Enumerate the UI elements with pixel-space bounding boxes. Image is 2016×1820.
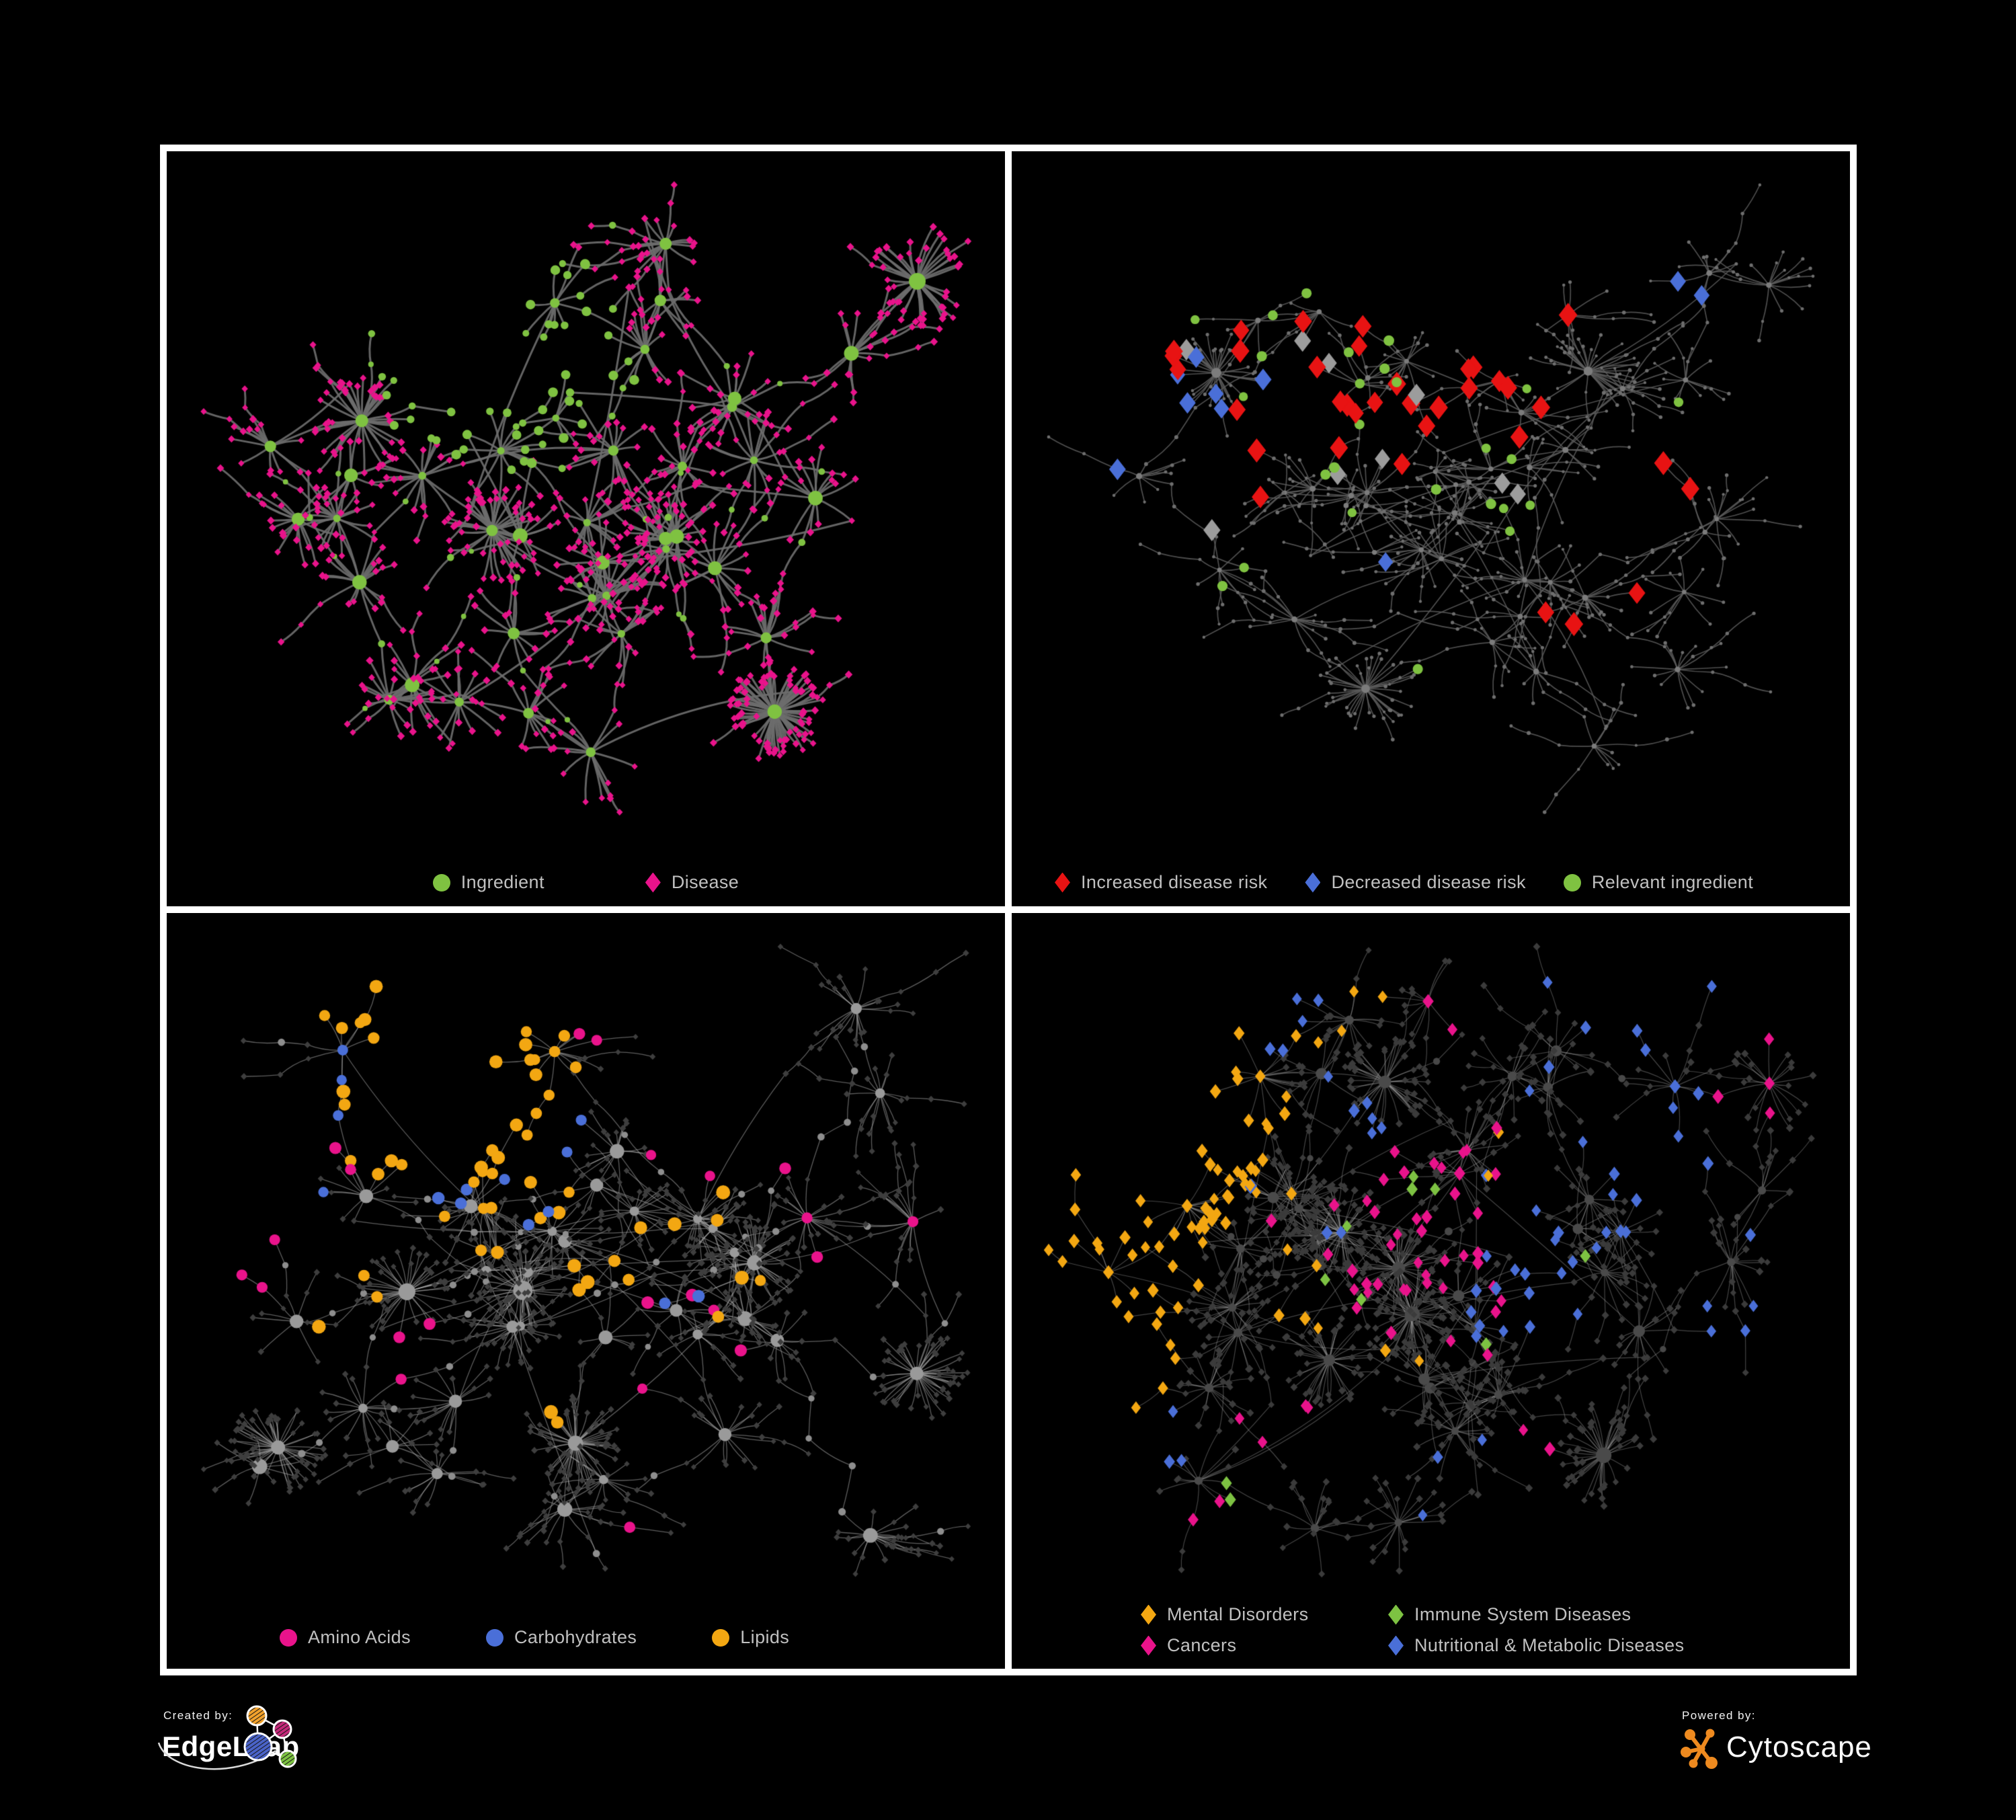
edgeleap-wordmark: EdgeLeap	[162, 1731, 300, 1762]
diamond-marker-icon	[645, 872, 661, 893]
legend-item-increased-disease-risk: Increased disease risk	[1055, 872, 1267, 893]
legend-label: Increased disease risk	[1081, 872, 1268, 892]
diamond-marker-icon	[1141, 1635, 1156, 1656]
panel-ingredient-disease: Ingredient Disease	[167, 151, 1005, 906]
circle-marker-icon	[280, 1628, 297, 1647]
legend-item-mental-disorders: Mental Disorders	[1141, 1604, 1388, 1625]
legend-label: Nutritional & Metabolic Diseases	[1414, 1635, 1685, 1655]
diamond-marker-icon	[1305, 872, 1321, 893]
legend-item-cancers: Cancers	[1141, 1635, 1388, 1656]
legend-label: Ingredient	[460, 872, 545, 892]
legend-label: Lipids	[740, 1627, 790, 1647]
circle-marker-icon	[712, 1628, 730, 1647]
cytoscape-logo-icon	[1681, 1729, 1718, 1769]
legend-item-immune-system-diseases: Immune System Diseases	[1388, 1604, 1684, 1625]
diamond-marker-icon	[1141, 1604, 1156, 1625]
panel-nutrient-classes: Amino Acids Carbohydrates Lipids	[167, 913, 1005, 1668]
cytoscape-wordmark: Cytoscape	[1726, 1731, 1872, 1764]
powered-by-label: Powered by:	[1682, 1709, 1756, 1722]
horizontal-divider	[160, 906, 1857, 913]
network-canvas-nutrient-classes	[167, 913, 1005, 1668]
diamond-marker-icon	[1388, 1604, 1404, 1625]
legend-label: Relevant ingredient	[1591, 872, 1754, 892]
legend-label: Mental Disorders	[1167, 1604, 1309, 1624]
legend-label: Disease	[671, 872, 739, 892]
legend-label: Decreased disease risk	[1331, 872, 1526, 892]
legend-item-disease: Disease	[645, 872, 739, 893]
panel-disease-classes: Mental Disorders Immune System Diseases Ca…	[1012, 913, 1850, 1668]
legend-label: Amino Acids	[308, 1627, 411, 1647]
legend-item-decreased-disease-risk: Decreased disease risk	[1305, 872, 1525, 893]
legend-item-nutritional-metabolic-diseases: Nutritional & Metabolic Diseases	[1388, 1635, 1684, 1656]
legend-disease-risk: Increased disease risk Decreased disease …	[1055, 872, 1753, 893]
panel-disease-risk: Increased disease risk Decreased disease …	[1012, 151, 1850, 906]
diamond-marker-icon	[1055, 872, 1070, 893]
legend-label: Immune System Diseases	[1414, 1604, 1631, 1624]
network-canvas-disease-risk	[1012, 151, 1850, 906]
circle-marker-icon	[432, 873, 450, 892]
legend-label: Carbohydrates	[514, 1627, 637, 1647]
legend-disease-classes: Mental Disorders Immune System Diseases Ca…	[1141, 1604, 1684, 1656]
network-canvas-disease-classes	[1012, 913, 1850, 1668]
legend-item-relevant-ingredient: Relevant ingredient	[1563, 872, 1754, 893]
legend-label: Cancers	[1167, 1635, 1237, 1655]
circle-marker-icon	[1563, 873, 1581, 892]
legend-item-amino-acids: Amino Acids	[280, 1627, 411, 1648]
network-canvas-ingredient-disease	[167, 151, 1005, 906]
legend-ingredient-disease: Ingredient Disease	[167, 872, 1005, 893]
legend-item-ingredient: Ingredient	[432, 872, 545, 893]
legend-item-carbohydrates: Carbohydrates	[485, 1627, 637, 1648]
legend-nutrient-classes: Amino Acids Carbohydrates Lipids	[280, 1627, 789, 1648]
diamond-marker-icon	[1388, 1635, 1404, 1656]
circle-marker-icon	[485, 1628, 503, 1647]
created-by-label: Created by:	[163, 1709, 233, 1722]
legend-item-lipids: Lipids	[712, 1627, 789, 1648]
